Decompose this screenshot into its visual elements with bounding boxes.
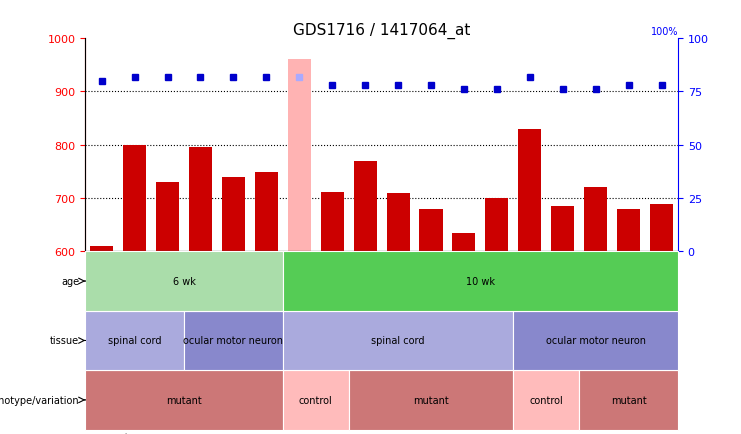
- Bar: [85, 252, 283, 311]
- Bar: [255, 173, 278, 252]
- Bar: [485, 198, 508, 252]
- Bar: [85, 370, 283, 430]
- Bar: [617, 209, 640, 252]
- Bar: [518, 129, 542, 252]
- Text: spinal cord: spinal cord: [371, 336, 425, 345]
- Bar: [387, 193, 410, 252]
- Bar: [514, 311, 678, 370]
- Text: age: age: [62, 276, 79, 286]
- Bar: [584, 188, 607, 252]
- Bar: [189, 148, 212, 252]
- Text: count: count: [102, 432, 129, 434]
- Bar: [184, 311, 283, 370]
- Text: 100%: 100%: [651, 27, 678, 37]
- Text: control: control: [529, 395, 563, 405]
- Bar: [514, 370, 579, 430]
- Bar: [353, 161, 376, 252]
- Bar: [579, 370, 678, 430]
- Bar: [222, 177, 245, 252]
- Bar: [419, 209, 442, 252]
- Text: control: control: [299, 395, 333, 405]
- Bar: [453, 233, 476, 252]
- Bar: [123, 145, 146, 252]
- Text: ■: ■: [85, 432, 94, 434]
- Bar: [156, 183, 179, 252]
- Text: genotype/variation: genotype/variation: [0, 395, 79, 405]
- Text: mutant: mutant: [611, 395, 646, 405]
- Bar: [90, 247, 113, 252]
- Text: ocular motor neuron: ocular motor neuron: [184, 336, 283, 345]
- Bar: [283, 252, 678, 311]
- Bar: [349, 370, 514, 430]
- Text: spinal cord: spinal cord: [108, 336, 162, 345]
- Text: mutant: mutant: [413, 395, 449, 405]
- Bar: [85, 311, 184, 370]
- Text: mutant: mutant: [166, 395, 202, 405]
- Text: tissue: tissue: [50, 336, 79, 345]
- Bar: [283, 311, 514, 370]
- Title: GDS1716 / 1417064_at: GDS1716 / 1417064_at: [293, 23, 471, 39]
- Bar: [551, 207, 574, 252]
- Bar: [288, 60, 310, 252]
- Bar: [283, 370, 349, 430]
- Text: ocular motor neuron: ocular motor neuron: [545, 336, 645, 345]
- Text: 6 wk: 6 wk: [173, 276, 196, 286]
- Bar: [650, 205, 673, 252]
- Text: 10 wk: 10 wk: [466, 276, 495, 286]
- Bar: [321, 192, 344, 252]
